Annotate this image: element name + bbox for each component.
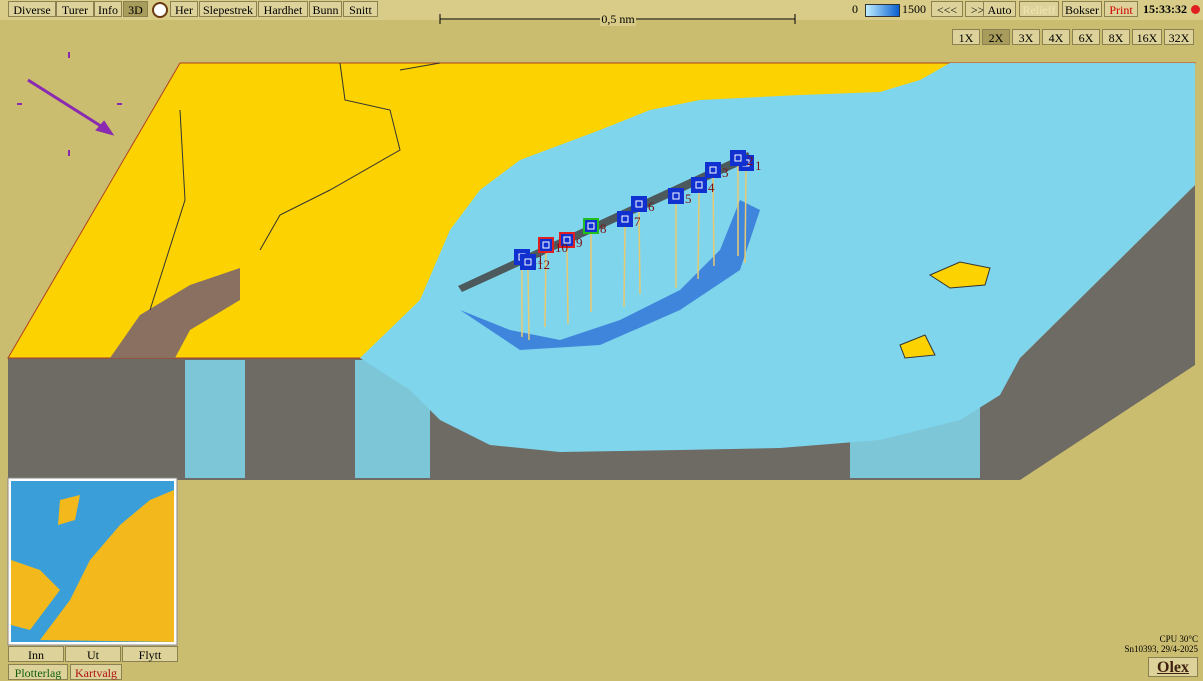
- marker-label: 8: [600, 221, 607, 236]
- drop-line: [638, 210, 641, 295]
- clock: 15:33:32: [1143, 2, 1187, 16]
- toolbar-button[interactable]: <<<: [931, 1, 963, 17]
- marker-core: [734, 154, 742, 162]
- minimap-button[interactable]: Flytt: [122, 646, 178, 662]
- toolbar-button[interactable]: Relieff: [1019, 1, 1059, 17]
- brand[interactable]: Olex: [1148, 657, 1198, 677]
- tab[interactable]: Kartvalg: [70, 664, 122, 680]
- marker: [691, 177, 707, 193]
- marker-core: [672, 192, 680, 200]
- marker-core: [635, 200, 643, 208]
- marker-core: [695, 181, 703, 189]
- marker-core: [621, 215, 629, 223]
- toolbar-button[interactable]: Info: [94, 1, 122, 17]
- toolbar-button[interactable]: Her: [170, 1, 198, 17]
- drop-line: [544, 251, 547, 328]
- drop-line: [712, 176, 715, 267]
- compass: [17, 52, 122, 156]
- drop-line: [623, 225, 626, 308]
- zoom-button[interactable]: 32X: [1164, 29, 1194, 45]
- toolbar-button[interactable]: Print: [1104, 1, 1138, 17]
- depth-gradient: [865, 4, 900, 17]
- zoom-button[interactable]: 2X: [982, 29, 1010, 45]
- marker: [631, 196, 647, 212]
- minimap-button[interactable]: Inn: [8, 646, 64, 662]
- sea-surface: [360, 63, 1195, 452]
- island: [899, 334, 936, 359]
- toolbar-button[interactable]: 3D: [123, 1, 148, 17]
- deep-channel: [460, 200, 760, 350]
- marker-label: 12: [537, 257, 550, 272]
- tab[interactable]: Plotterlag: [8, 664, 68, 680]
- toolbar-button[interactable]: Turer: [56, 1, 94, 17]
- drop-line: [744, 169, 747, 264]
- toolbar-button[interactable]: Bunn: [309, 1, 342, 17]
- toolbar-button[interactable]: Diverse: [8, 1, 56, 17]
- marker-core: [587, 222, 595, 230]
- toolbar-button[interactable]: Auto: [983, 1, 1016, 17]
- border: [149, 109, 186, 311]
- drop-line: [697, 191, 700, 280]
- marker-label: 6: [648, 199, 655, 214]
- marker: [730, 150, 746, 166]
- marker: [583, 218, 599, 234]
- minimap-land: [40, 490, 174, 642]
- depth-max: 1500: [902, 2, 926, 16]
- marker-label: 4: [708, 180, 715, 195]
- marker-label: 7: [634, 214, 641, 229]
- marker-label: 9: [576, 235, 583, 250]
- zoom-button[interactable]: 16X: [1132, 29, 1162, 45]
- zoom-button[interactable]: 8X: [1102, 29, 1130, 45]
- zoom-button[interactable]: 6X: [1072, 29, 1100, 45]
- toolbar-button[interactable]: Hardhet: [258, 1, 308, 17]
- cpu-temp: CPU 30°C: [1159, 634, 1198, 644]
- marker-core: [563, 236, 571, 244]
- zoom-button[interactable]: 3X: [1012, 29, 1040, 45]
- drop-line: [566, 246, 569, 325]
- toolbar-button[interactable]: Bokser: [1062, 1, 1102, 17]
- minimap-land: [58, 495, 80, 525]
- depth-min: 0: [852, 2, 858, 16]
- scale-bg: [600, 12, 636, 26]
- marker: [705, 162, 721, 178]
- marker: [668, 188, 684, 204]
- marker-label: 3: [722, 165, 729, 180]
- marker-core: [524, 258, 532, 266]
- marker-label: 5: [685, 191, 692, 206]
- serial: Sn10393, 29/4-2025: [1124, 644, 1198, 654]
- toolbar-button[interactable]: Slepestrek: [199, 1, 257, 17]
- border: [399, 62, 441, 71]
- marker-core: [542, 241, 550, 249]
- zoom-button[interactable]: 4X: [1042, 29, 1070, 45]
- marker: [520, 254, 536, 270]
- tracking-icon[interactable]: [152, 2, 168, 18]
- minimap-land: [11, 560, 60, 630]
- minimap-button[interactable]: Ut: [65, 646, 121, 662]
- zoom-button[interactable]: 1X: [952, 29, 980, 45]
- marker-core: [709, 166, 717, 174]
- land-patch: [110, 268, 240, 358]
- marker-label: 1: [755, 158, 762, 173]
- marker-label: 2: [747, 153, 754, 168]
- depth-curtains: [185, 360, 980, 478]
- marker: [617, 211, 633, 227]
- scale-label: 0,5 nm: [601, 12, 635, 26]
- marker: [538, 237, 554, 253]
- status-light: [1191, 5, 1200, 14]
- island: [928, 261, 991, 289]
- border: [259, 62, 401, 251]
- drop-line: [527, 268, 530, 341]
- toolbar-button[interactable]: Snitt: [343, 1, 378, 17]
- marker-label: 10: [555, 240, 568, 255]
